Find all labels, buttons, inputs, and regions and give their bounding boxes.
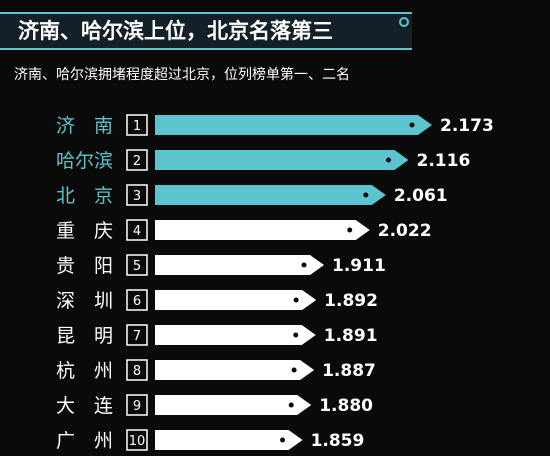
bar <box>155 430 303 450</box>
value-label: 1.891 <box>324 326 378 346</box>
bar-tip-dot <box>291 367 297 373</box>
value-label: 1.911 <box>332 256 386 276</box>
bar <box>155 360 315 380</box>
rank-box <box>126 324 148 346</box>
bar <box>155 290 317 310</box>
chart-title: 济南、哈尔滨上位，北京名落第三 <box>18 19 333 43</box>
bar-tip-dot <box>301 262 307 268</box>
city-label: 深 圳 <box>56 290 113 312</box>
bar-tip-dot <box>293 297 299 303</box>
bar <box>155 115 432 135</box>
city-label: 贵 阳 <box>56 255 113 277</box>
bar-tip-dot <box>409 122 415 128</box>
city-label: 广 州 <box>56 430 113 452</box>
bar <box>155 395 312 415</box>
chart-subtitle: 济南、哈尔滨拥堵程度超过北京，位列榜单第一、二名 <box>14 67 350 83</box>
bar <box>155 220 370 240</box>
value-label: 2.061 <box>394 186 448 206</box>
rank-number: 4 <box>133 224 141 239</box>
city-label: 昆 明 <box>56 325 113 347</box>
rank-number: 7 <box>133 329 141 344</box>
bar-tip-dot <box>280 437 286 443</box>
rank-number: 6 <box>133 294 141 309</box>
rank-box <box>126 429 148 451</box>
city-label: 济 南 <box>56 115 113 137</box>
rank-number: 1 <box>133 119 141 134</box>
bar-tip-dot <box>288 402 294 408</box>
title-end-cap-icon <box>399 17 409 27</box>
value-label: 1.892 <box>324 291 378 311</box>
city-label: 重 庆 <box>56 220 113 242</box>
rank-number: 9 <box>133 399 141 414</box>
title-banner: 济南、哈尔滨上位，北京名落第三 <box>0 12 412 50</box>
city-label: 北 京 <box>56 185 113 207</box>
bar <box>155 150 409 170</box>
rank-number: 10 <box>129 434 146 449</box>
rank-box <box>126 114 148 136</box>
rank-box <box>126 289 148 311</box>
value-label: 2.116 <box>417 151 471 171</box>
rank-box <box>126 219 148 241</box>
rank-number: 2 <box>133 154 141 169</box>
bar <box>155 325 316 345</box>
city-label: 杭 州 <box>56 360 113 382</box>
value-label: 1.887 <box>322 361 376 381</box>
rank-box <box>126 184 148 206</box>
city-label: 哈尔滨 <box>56 150 113 172</box>
bar <box>155 185 386 205</box>
value-label: 1.859 <box>311 431 365 451</box>
value-label: 2.022 <box>378 221 432 241</box>
rank-box <box>126 359 148 381</box>
rank-box <box>126 394 148 416</box>
bar-tip-dot <box>386 157 392 163</box>
city-label: 大 连 <box>56 395 113 417</box>
bar-tip-dot <box>347 227 353 233</box>
value-label: 1.880 <box>319 396 373 416</box>
bar-tip-dot <box>363 192 369 198</box>
rank-number: 3 <box>133 189 141 204</box>
rank-number: 8 <box>133 364 141 379</box>
rank-box <box>126 254 148 276</box>
value-label: 2.173 <box>440 116 494 136</box>
bar-tip-dot <box>293 332 299 338</box>
rank-box <box>126 149 148 171</box>
bar <box>155 255 324 275</box>
rank-number: 5 <box>133 259 141 274</box>
